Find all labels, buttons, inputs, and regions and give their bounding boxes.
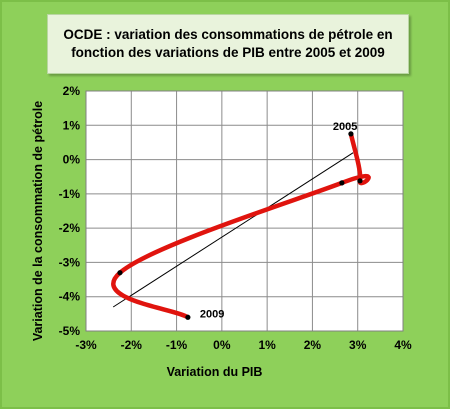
y-tick-label: 0% — [63, 153, 81, 167]
data-label: 2005 — [333, 121, 357, 133]
x-tick-label: 0% — [213, 338, 231, 352]
data-point — [348, 131, 354, 137]
data-point — [117, 270, 123, 276]
x-tick-label: -1% — [166, 338, 188, 352]
x-tick-label: -2% — [121, 338, 143, 352]
y-tick-label: -5% — [59, 324, 81, 338]
chart-title: OCDE : variation des consommations de pé… — [63, 27, 393, 60]
data-point — [339, 180, 345, 186]
y-tick-label: -3% — [59, 255, 81, 269]
data-point — [357, 178, 363, 184]
series-line — [111, 131, 371, 320]
data-point — [185, 314, 191, 320]
y-tick-label: -2% — [59, 221, 81, 235]
y-axis-title: Variation de la consommation de pétrole — [31, 101, 45, 341]
y-tick-label: 1% — [63, 118, 81, 132]
plot-border — [85, 90, 404, 332]
x-tick-label: 4% — [394, 338, 412, 352]
x-tick-label: -3% — [75, 338, 97, 352]
x-tick-label: 2% — [304, 338, 322, 352]
chart-title-box: OCDE : variation des consommations de pé… — [47, 14, 409, 74]
x-axis-title: Variation du PIB — [167, 365, 263, 379]
data-label: 2009 — [200, 308, 224, 320]
x-tick-label: 3% — [349, 338, 367, 352]
y-tick-label: -4% — [59, 290, 81, 304]
trendline — [112, 152, 354, 308]
y-tick-label: 2% — [63, 84, 81, 98]
y-tick-label: -1% — [59, 187, 81, 201]
x-tick-label: 1% — [258, 338, 276, 352]
